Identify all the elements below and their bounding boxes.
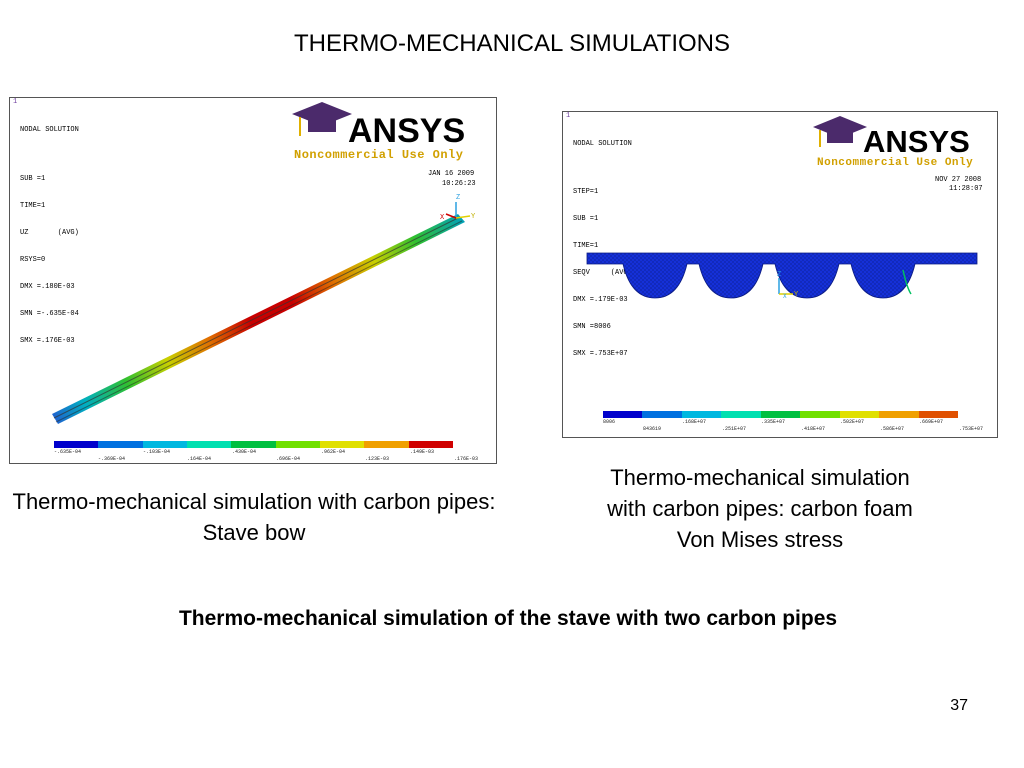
frame-number: 1: [13, 98, 18, 106]
watermark-text: Noncommercial Use Only: [294, 148, 464, 162]
colorbar-label: .418E+07: [801, 426, 826, 432]
colorbar-label: .168E+07: [682, 419, 707, 425]
colorbar-label: -.103E-04: [143, 449, 171, 455]
carbon-foam-plot: Z Y X: [586, 252, 978, 300]
axis-y-label: Y: [471, 213, 476, 221]
colorbar-label: .123E-03: [365, 456, 390, 462]
colorbar-label: .962E-04: [321, 449, 346, 455]
watermark-text: Noncommercial Use Only: [817, 157, 974, 169]
colorbar-label: .251E+07: [722, 426, 747, 432]
ansys-brand-text: ANSYS: [863, 124, 970, 158]
stave-bow-body: [52, 214, 465, 424]
axis-z-label: Z: [456, 194, 460, 202]
header-line: SEQV (AVG): [573, 269, 632, 277]
ansys-brand-text: ANSYS: [348, 112, 465, 148]
caption-line: Thermo-mechanical simulation: [610, 465, 910, 490]
header-line: TIME=1: [573, 242, 599, 250]
colorbar-label: 843619: [643, 426, 662, 432]
header-line: RSYS=0: [20, 256, 46, 264]
colorbar-label: -.635E-04: [54, 449, 82, 455]
time-stamp: 10:26:23: [442, 180, 476, 188]
frame-number: 1: [566, 112, 571, 120]
colorbar-label: .164E-04: [187, 456, 212, 462]
caption-line: with carbon pipes: carbon foam: [607, 496, 913, 521]
colorbar-label: .149E-03: [410, 449, 435, 455]
colorbar-label: .696E-04: [276, 456, 301, 462]
colorbar-label: .502E+07: [840, 419, 865, 425]
axis-x-label: X: [440, 214, 445, 222]
colorbar-label: .335E+07: [761, 419, 786, 425]
colorbar-label: 8006: [603, 419, 616, 425]
header-line: SMN =8006: [573, 323, 611, 331]
date-stamp: NOV 27 2008: [935, 176, 982, 184]
header-line: SUB =1: [20, 175, 46, 183]
left-simulation-figure: 1 NODAL SOLUTION SUB =1 TIME=1 UZ (AVG) …: [9, 97, 497, 464]
left-figure-caption: Thermo-mechanical simulation with carbon…: [12, 489, 496, 545]
stave-bow-plot: Z Y X: [52, 194, 476, 424]
header-line: NODAL SOLUTION: [573, 140, 632, 148]
header-line: UZ (AVG): [20, 229, 79, 237]
header-line: SMX =.753E+07: [573, 350, 628, 358]
right-figure-caption: Thermo-mechanical simulation with carbon…: [560, 462, 960, 555]
colorbar-label: .176E-03: [454, 456, 479, 462]
ansys-logo: ANSYS: [813, 116, 970, 158]
page-number: 37: [950, 697, 968, 714]
axis-y-label: Y: [794, 291, 799, 299]
header-line: DMX =.180E-03: [20, 283, 75, 291]
colorbar-label: .753E+07: [959, 426, 984, 432]
header-line: STEP=1: [573, 188, 599, 196]
header-line: SUB =1: [573, 215, 599, 223]
ansys-logo: ANSYS: [292, 102, 465, 148]
axis-z-label: Z: [777, 271, 781, 279]
nodal-solution-header: NODAL SOLUTION SUB =1 TIME=1 UZ (AVG) RS…: [20, 108, 79, 364]
header-line: SMN =-.635E-04: [20, 310, 79, 318]
header-line: DMX =.179E-03: [573, 296, 628, 304]
main-caption: Thermo-mechanical simulation of the stav…: [178, 607, 838, 630]
carbon-foam-body: [586, 252, 978, 299]
header-line: TIME=1: [20, 202, 46, 210]
slide-title: THERMO-MECHANICAL SIMULATIONS: [293, 30, 731, 57]
time-stamp: 11:28:07: [949, 185, 983, 193]
caption-line: Von Mises stress: [676, 527, 844, 552]
header-line: NODAL SOLUTION: [20, 126, 79, 134]
colorbar: [603, 411, 958, 418]
date-stamp: JAN 16 2009: [428, 170, 475, 178]
nodal-solution-header: NODAL SOLUTION STEP=1 SUB =1 TIME=1 SEQV…: [573, 122, 632, 377]
colorbar-label: .669E+07: [919, 419, 944, 425]
axis-x-label: X: [783, 293, 787, 300]
colorbar-label: -.369E-04: [98, 456, 126, 462]
right-simulation-figure: 1 NODAL SOLUTION STEP=1 SUB =1 TIME=1 SE…: [562, 111, 998, 438]
colorbar-label: .430E-04: [232, 449, 257, 455]
colorbar: [54, 441, 453, 448]
header-line: SMX =.176E-03: [20, 337, 75, 345]
colorbar-label: .586E+07: [880, 426, 905, 432]
